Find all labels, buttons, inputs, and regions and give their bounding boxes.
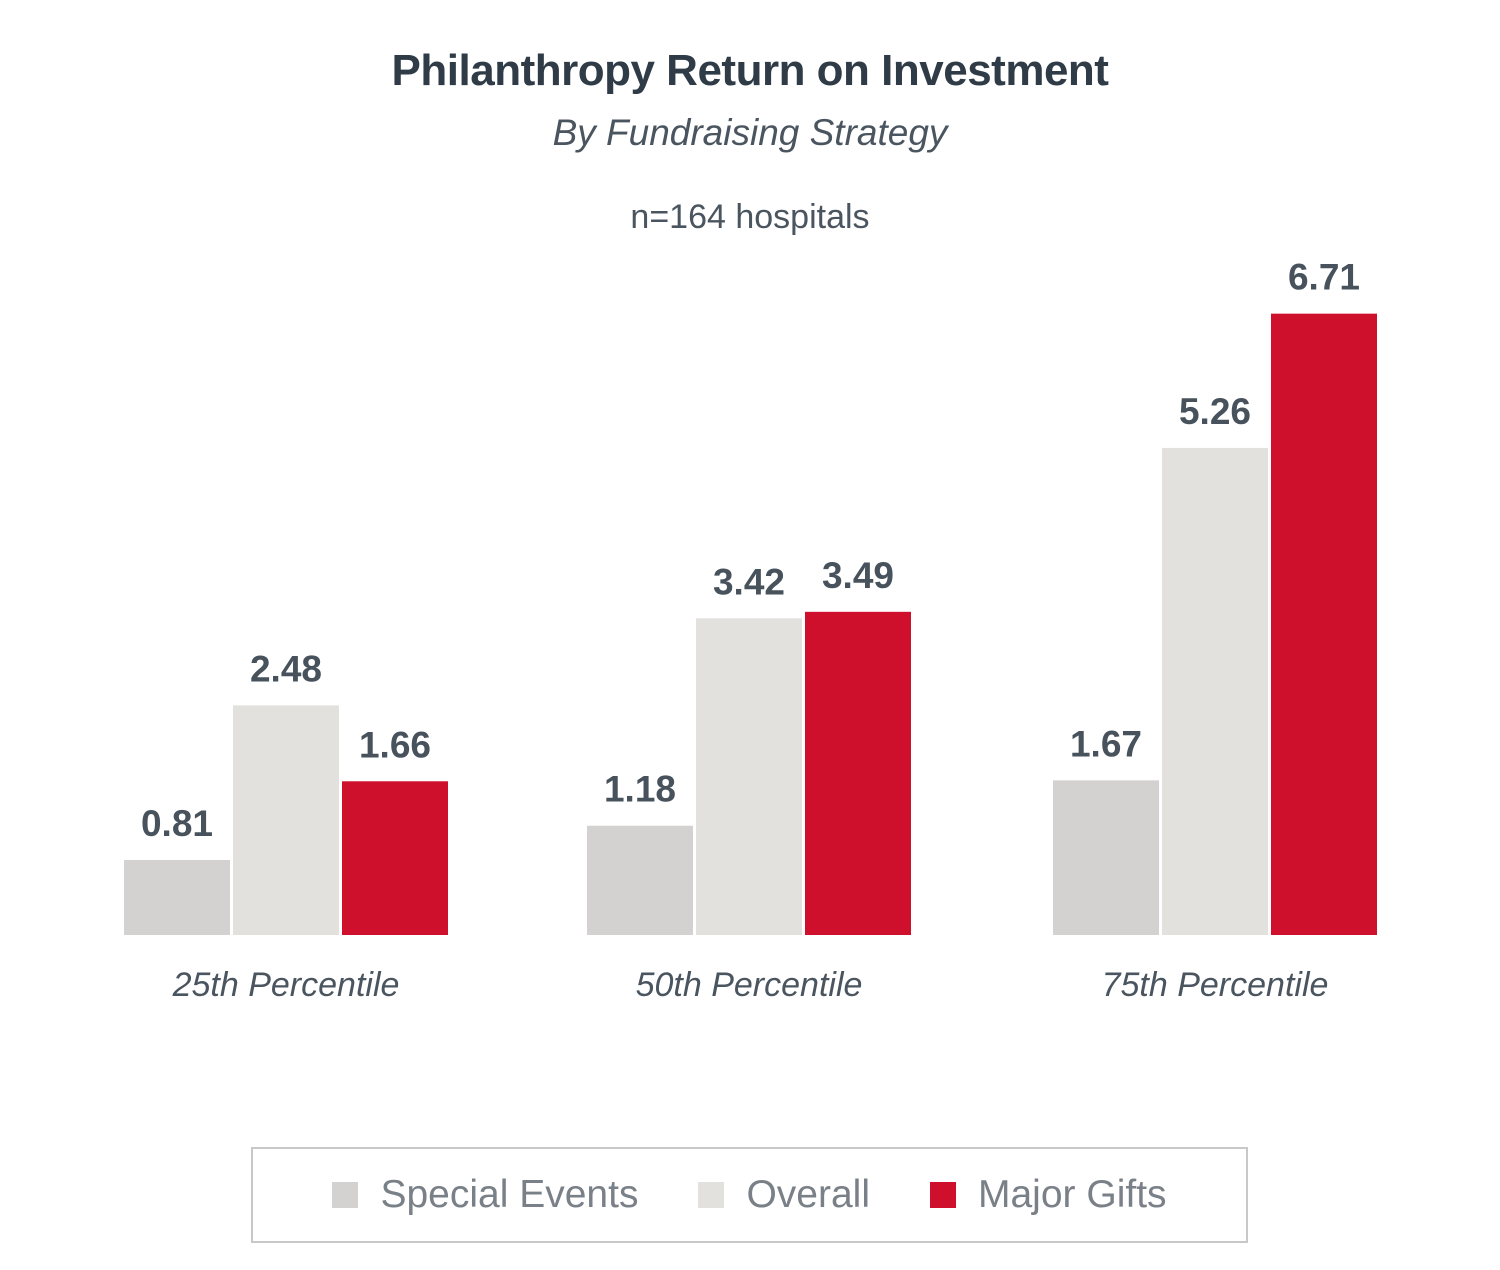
bar-overall [1162,447,1268,935]
data-label: 1.66 [359,724,431,765]
data-label: 3.42 [713,561,785,602]
sample-size-note: n=164 hospitals [630,198,870,236]
bar-special-events [124,859,230,935]
category-label: 75th Percentile [1102,966,1329,1004]
data-label: 2.48 [250,648,322,689]
bar-group: 1.18 3.42 3.49 [587,555,911,935]
legend: Special Events Overall Major Gifts [251,1147,1248,1243]
legend-label: Major Gifts [978,1173,1167,1216]
data-label: 1.67 [1070,723,1142,764]
data-label: 3.49 [822,555,894,596]
data-label: 6.71 [1288,257,1360,298]
legend-item-major-gifts: Major Gifts [930,1173,1167,1217]
legend-swatch-special-events [332,1182,359,1208]
data-label: 5.26 [1179,391,1251,432]
legend-item-special-events: Special Events [332,1173,638,1217]
chart-title: Philanthropy Return on Investment [391,46,1109,95]
bar-chart: 0.81 2.48 1.66 25th Percentile 1.18 3.42 3.49 5… [124,257,1377,1004]
legend-label: Overall [746,1173,870,1216]
data-label: 1.18 [604,769,676,810]
bar-group: 1.67 5.26 6.71 [1053,257,1377,935]
legend-swatch-major-gifts [930,1182,956,1208]
legend-swatch-overall [698,1182,725,1208]
category-label: 25th Percentile [172,966,400,1004]
bar-group: 0.81 2.48 1.66 [124,648,448,935]
bar-major-gifts [1271,313,1377,935]
category-label: 50th Percentile [636,966,863,1004]
bar-special-events [587,825,693,935]
legend-label: Special Events [380,1173,639,1216]
chart-subtitle: By Fundraising Strategy [552,112,948,153]
data-label: 0.81 [141,803,213,844]
bar-special-events [1053,780,1159,935]
bar-major-gifts [805,611,911,935]
bar-overall [696,618,802,935]
bar-major-gifts [342,781,448,935]
bar-overall [233,705,339,935]
legend-item-overall: Overall [698,1173,870,1217]
